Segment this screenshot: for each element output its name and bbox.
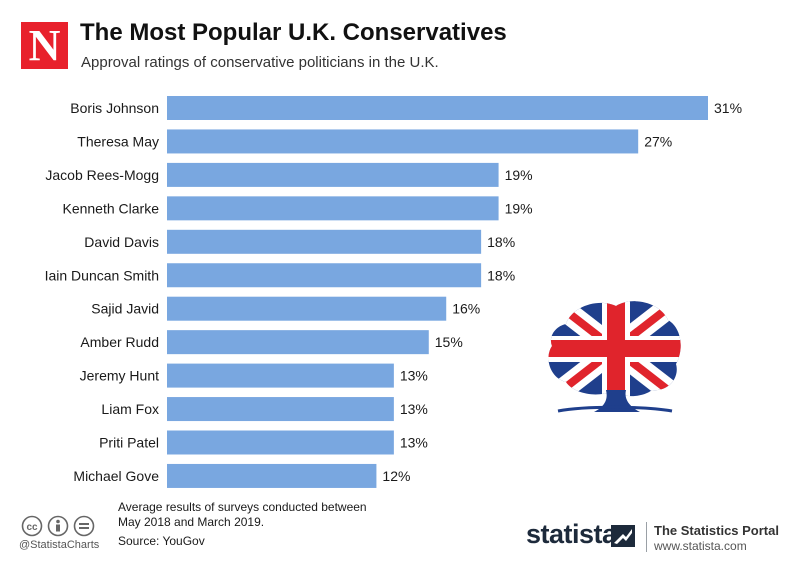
bar-michael-gove bbox=[167, 463, 377, 488]
source-text: Source: YouGov bbox=[118, 534, 205, 548]
bar-liam-fox bbox=[167, 397, 394, 422]
bar-priti-patel bbox=[167, 430, 394, 455]
statista-logo-icon bbox=[611, 525, 635, 547]
chart-bars bbox=[167, 96, 708, 488]
category-label-iain-duncan-smith: Iain Duncan Smith bbox=[45, 267, 159, 283]
category-label-jacob-rees-mogg: Jacob Rees-Mogg bbox=[45, 167, 159, 183]
category-label-liam-fox: Liam Fox bbox=[101, 401, 159, 417]
value-label-jacob-rees-mogg: 19% bbox=[505, 167, 533, 183]
category-label-theresa-may: Theresa May bbox=[77, 133, 159, 149]
category-label-jeremy-hunt: Jeremy Hunt bbox=[80, 368, 159, 384]
value-label-sajid-javid: 16% bbox=[452, 301, 480, 317]
bar-theresa-may bbox=[167, 129, 639, 154]
bar-kenneth-clarke bbox=[167, 196, 499, 221]
attribution-icon bbox=[47, 515, 69, 537]
note-line-1: Average results of surveys conducted bet… bbox=[118, 500, 367, 514]
value-label-iain-duncan-smith: 18% bbox=[487, 267, 515, 283]
value-labels: 31% 27% 19% 19% 18% 18% 16% 15% 13% 13% 13% 12% bbox=[382, 100, 742, 484]
bar-sajid-javid bbox=[167, 296, 447, 321]
value-label-jeremy-hunt: 13% bbox=[400, 368, 428, 384]
category-label-priti-patel: Priti Patel bbox=[99, 435, 159, 451]
category-label-michael-gove: Michael Gove bbox=[73, 468, 159, 484]
value-label-boris-johnson: 31% bbox=[714, 100, 742, 116]
bar-jacob-rees-mogg bbox=[167, 162, 499, 187]
category-label-boris-johnson: Boris Johnson bbox=[70, 100, 159, 116]
bar-chart: Boris Johnson Theresa May Jacob Rees-Mogg K… bbox=[45, 96, 742, 488]
category-label-sajid-javid: Sajid Javid bbox=[91, 301, 159, 317]
license-icons: cc bbox=[21, 515, 95, 537]
bar-amber-rudd bbox=[167, 330, 429, 355]
footer-note: Average results of surveys conducted bet… bbox=[118, 500, 418, 549]
statista-wordmark: statista bbox=[526, 519, 617, 549]
statista-handle: @StatistaCharts bbox=[19, 539, 100, 551]
page-subtitle: Approval ratings of conservative politic… bbox=[81, 54, 439, 71]
note-line-2: May 2018 and March 2019. bbox=[118, 515, 265, 529]
creative-commons-icon: cc bbox=[21, 515, 43, 537]
bar-jeremy-hunt bbox=[167, 363, 394, 388]
value-label-david-davis: 18% bbox=[487, 234, 515, 250]
category-labels: Boris Johnson Theresa May Jacob Rees-Mogg K… bbox=[45, 100, 160, 484]
value-label-kenneth-clarke: 19% bbox=[505, 200, 533, 216]
footer-divider bbox=[646, 522, 647, 552]
category-label-kenneth-clarke: Kenneth Clarke bbox=[62, 200, 159, 216]
portal-url: www.statista.com bbox=[654, 539, 747, 553]
value-label-amber-rudd: 15% bbox=[435, 334, 463, 350]
category-label-david-davis: David Davis bbox=[84, 234, 159, 250]
union-jack-tree-icon bbox=[548, 301, 681, 413]
svg-text:cc: cc bbox=[26, 522, 38, 533]
value-label-theresa-may: 27% bbox=[644, 133, 672, 149]
portal-name: The Statistics Portal bbox=[654, 523, 779, 538]
value-label-priti-patel: 13% bbox=[400, 435, 428, 451]
bar-david-davis bbox=[167, 229, 482, 254]
page-title: The Most Popular U.K. Conservatives bbox=[80, 19, 507, 46]
no-derivatives-icon bbox=[73, 515, 95, 537]
category-label-amber-rudd: Amber Rudd bbox=[80, 334, 159, 350]
value-label-michael-gove: 12% bbox=[382, 468, 410, 484]
bar-boris-johnson bbox=[167, 96, 708, 120]
value-label-liam-fox: 13% bbox=[400, 401, 428, 417]
bar-iain-duncan-smith bbox=[167, 263, 482, 288]
newsweek-logo: N bbox=[21, 22, 68, 69]
